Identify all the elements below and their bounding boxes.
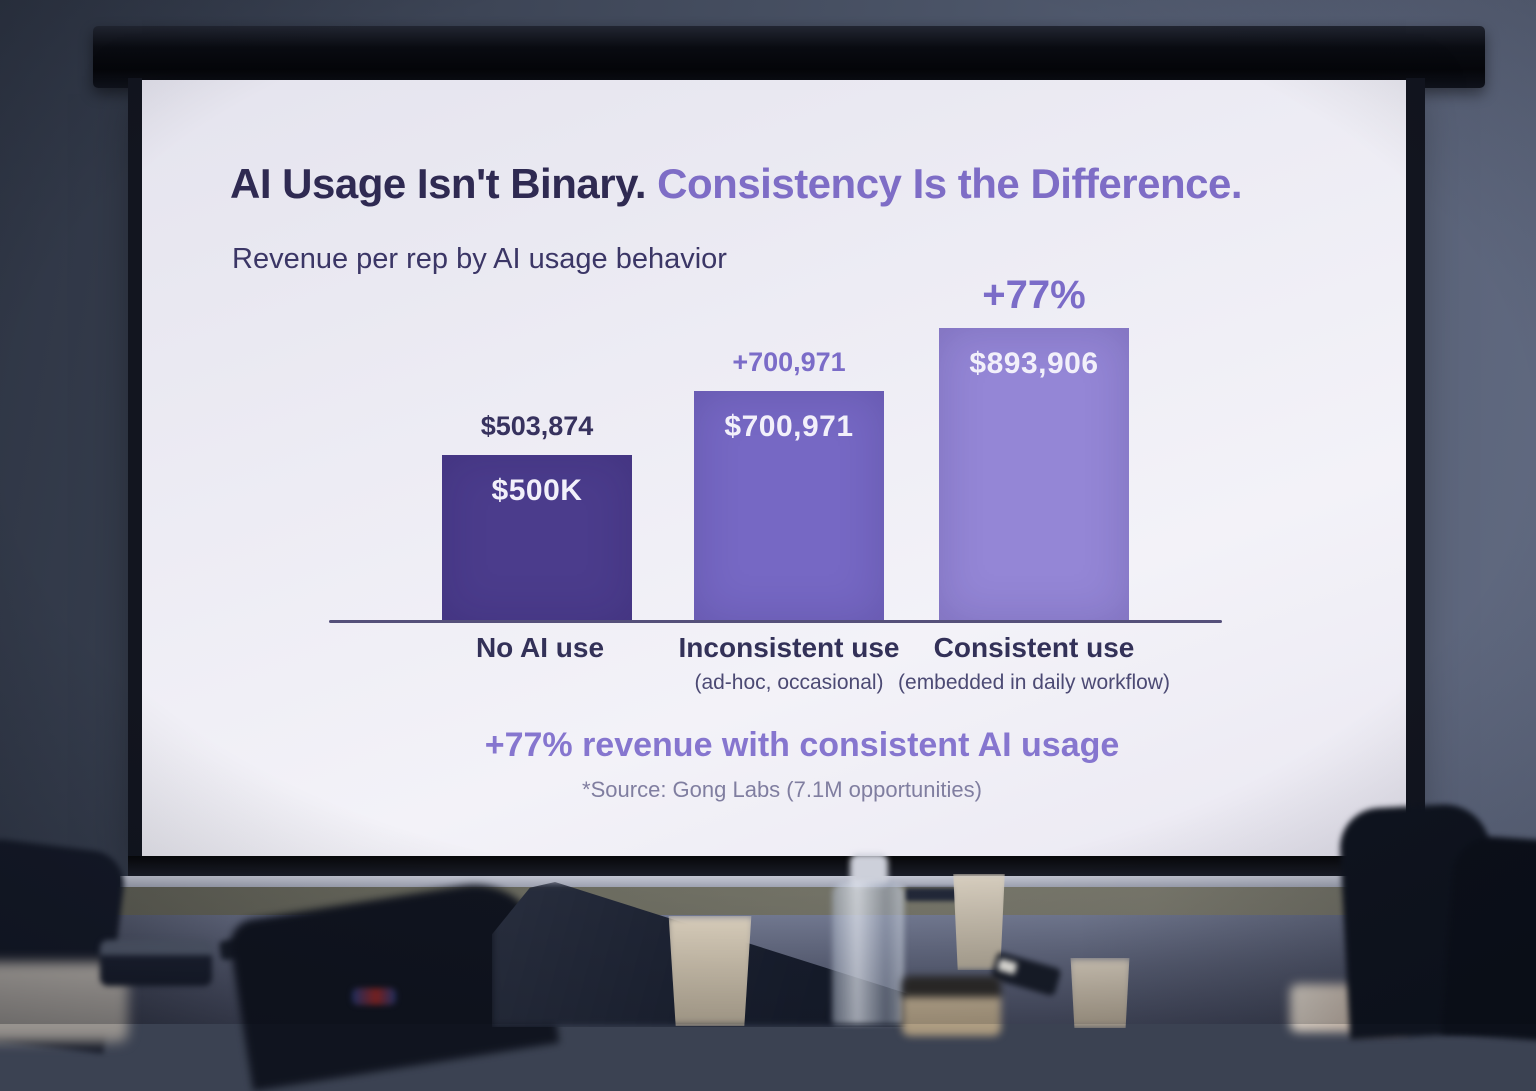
- screen-bottom-rail: [120, 876, 1440, 887]
- paper-cup: [1070, 958, 1130, 1028]
- chair-silhouette: [1441, 834, 1536, 1042]
- slide-highlight-text: +77% revenue with consistent AI usage: [484, 726, 1120, 764]
- category-consistent-use: Consistent use (embedded in daily workfl…: [894, 632, 1174, 695]
- bar-chart: $503,874 $500K +700,971 $700,971 +77% $8…: [142, 80, 1406, 860]
- small-red-object: [352, 988, 396, 1005]
- bar-no-ai-use: $503,874 $500K: [442, 411, 632, 620]
- wall-tray: [0, 887, 1536, 916]
- category-sublabel: (embedded in daily workflow): [898, 671, 1170, 694]
- water-bottle: [832, 882, 904, 1024]
- bar-value-in-label: $700,971: [724, 410, 854, 443]
- bar-inconsistent-use: +700,971 $700,971: [694, 347, 884, 620]
- screen-bottom-bar: [128, 856, 1425, 876]
- screen-bezel-left: [128, 78, 142, 860]
- water-bottle-cap: [850, 854, 888, 886]
- slide-title-main: AI Usage Isn't Binary.: [230, 160, 658, 207]
- slide-subtitle: Revenue per rep by AI usage behavior: [232, 243, 727, 275]
- category-label: No AI use: [475, 632, 605, 663]
- bar-value-in-label: $893,906: [969, 347, 1099, 380]
- category-inconsistent-use: Inconsistent use (ad-hoc, occasional): [649, 632, 929, 695]
- projector-screen-housing: [93, 26, 1485, 88]
- category-no-ai-use: No AI use: [400, 632, 680, 671]
- bar-value-above-label: $503,874: [480, 411, 594, 441]
- category-sublabel: (ad-hoc, occasional): [694, 671, 884, 694]
- presentation-slide: AI Usage Isn't Binary. Consistency Is th…: [142, 80, 1406, 860]
- jar: [902, 976, 1001, 1036]
- projection-screen: AI Usage Isn't Binary. Consistency Is th…: [142, 80, 1406, 860]
- paper-cup: [953, 874, 1005, 970]
- slide-source-note: *Source: Gong Labs (7.1M opportunities): [582, 777, 982, 802]
- category-label: Consistent use: [933, 632, 1135, 663]
- paper-cup: [668, 916, 752, 1026]
- table-object: [100, 940, 212, 986]
- bar-column-inconsistent-use: +700,971 $700,971: [694, 80, 884, 620]
- bar-value-above-label: +700,971: [732, 347, 846, 377]
- x-axis-line: [329, 620, 1222, 623]
- bar-value-above-label: +77%: [982, 273, 1086, 317]
- bar-value-in-label: $500K: [491, 474, 583, 507]
- bar-consistent-use: +77% $893,906: [939, 273, 1129, 620]
- bar-column-consistent-use: +77% $893,906: [939, 80, 1129, 620]
- bar-column-no-ai-use: $503,874 $500K: [442, 80, 632, 620]
- screen-bezel-right: [1406, 78, 1425, 860]
- slide-title: AI Usage Isn't Binary. Consistency Is th…: [230, 160, 1243, 208]
- category-label: Inconsistent use: [678, 632, 900, 663]
- slide-title-accent: Consistency Is the Difference.: [657, 160, 1243, 207]
